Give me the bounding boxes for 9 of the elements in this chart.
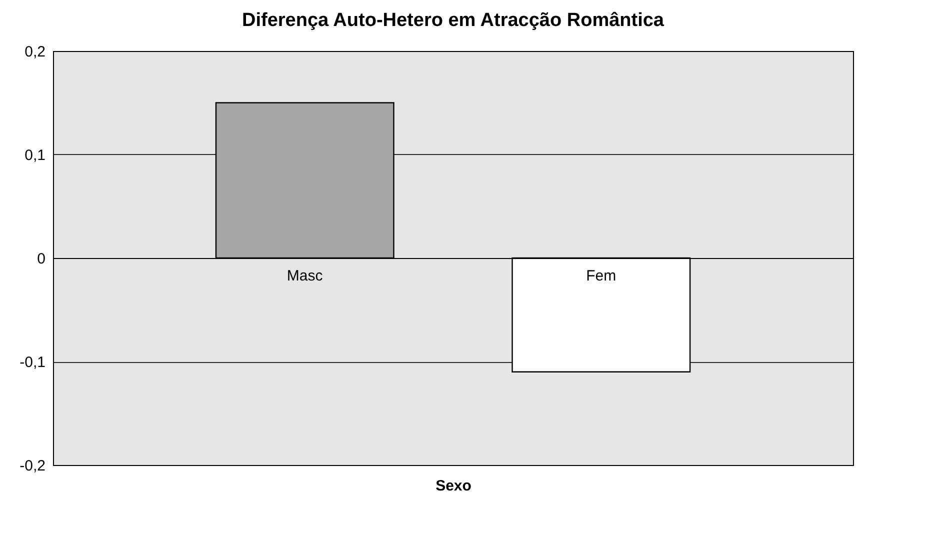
y-tick-label: 0 <box>37 250 46 268</box>
y-tick-label: 0,1 <box>24 147 46 164</box>
x-tick-label: Fem <box>586 268 616 284</box>
y-tick-label: 0,2 <box>24 44 46 60</box>
chart-title: Diferença Auto-Hetero em Atracção Romântica <box>242 10 664 31</box>
y-tick-label: -0,2 <box>20 458 46 474</box>
x-tick-label: Masc <box>286 268 324 284</box>
x-axis-title: Sexo <box>436 478 472 494</box>
y-tick-label: -0,1 <box>20 354 46 371</box>
